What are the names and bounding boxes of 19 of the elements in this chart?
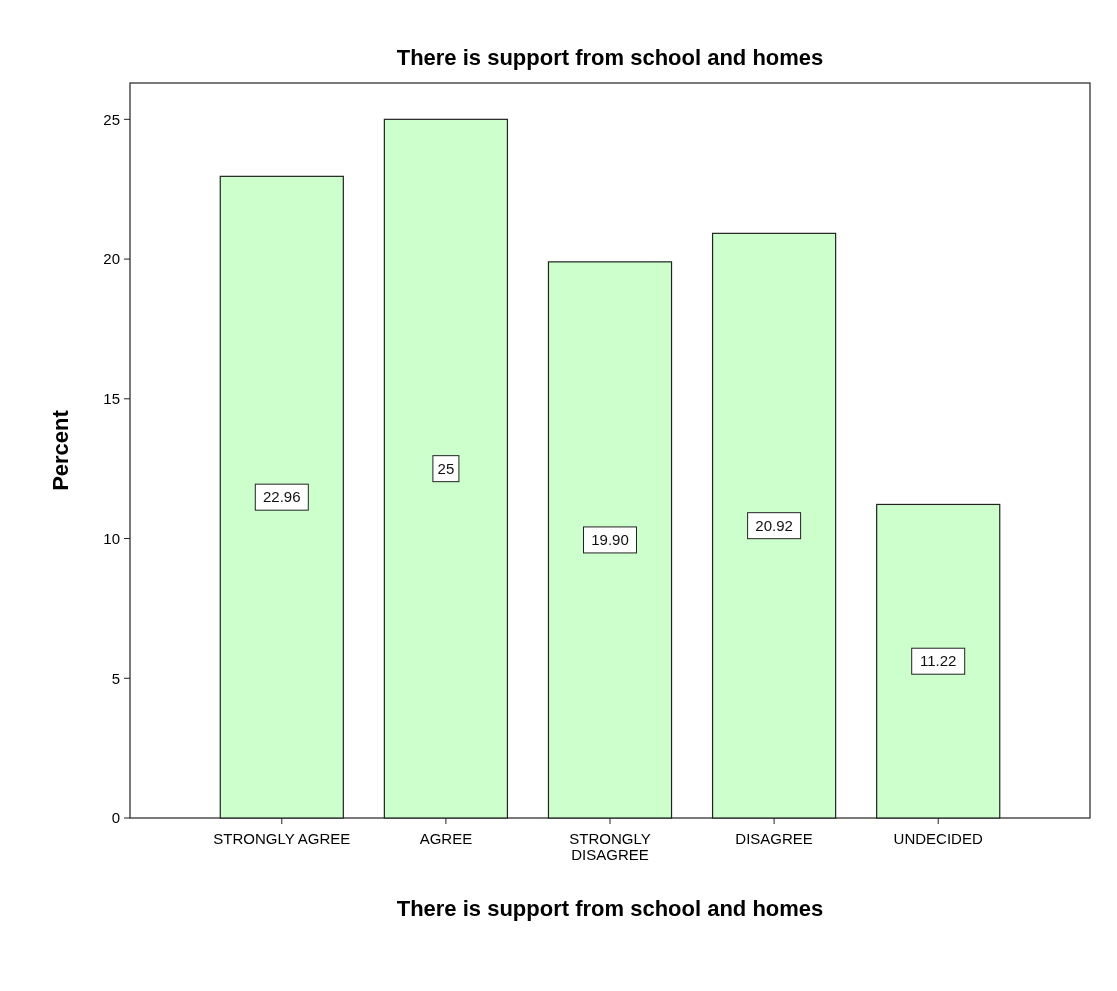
y-axis-title: Percent <box>48 409 73 491</box>
data-label: 20.92 <box>755 516 793 534</box>
x-tick-label: STRONGLY DISAGREE <box>569 830 651 863</box>
y-tick-label: 20 <box>103 250 120 268</box>
y-tick-label: 5 <box>111 669 120 687</box>
chart-title: There is support from school and homes <box>396 45 824 70</box>
y-tick-label: 0 <box>111 809 120 827</box>
x-tick-label: UNDECIDED <box>893 830 983 847</box>
data-label: 11.22 <box>919 652 957 670</box>
y-tick-label: 25 <box>103 110 120 128</box>
y-tick-label: 10 <box>103 529 120 547</box>
x-tick-label: DISAGREE <box>735 830 813 847</box>
x-tick-label: AGREE <box>419 830 473 847</box>
data-label: 25 <box>437 459 455 477</box>
x-axis-title: There is support from school and homes <box>396 896 824 921</box>
data-label: 19.90 <box>591 531 629 549</box>
x-tick-label: STRONGLY AGREE <box>213 830 351 847</box>
data-label: 22.96 <box>263 488 301 506</box>
y-tick-label: 15 <box>103 390 120 408</box>
